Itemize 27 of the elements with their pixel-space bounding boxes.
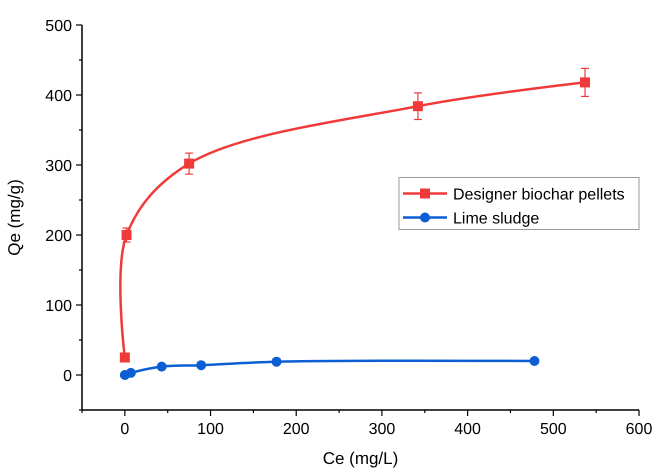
point <box>120 352 130 362</box>
x-tick-label: 100 <box>197 421 224 438</box>
point <box>580 77 590 88</box>
point <box>156 362 167 372</box>
point <box>126 368 136 378</box>
y-tick-label: 400 <box>45 88 72 105</box>
x-axis-title: Ce (mg/L) <box>322 449 398 468</box>
y-tick-label: 200 <box>45 228 72 245</box>
point <box>184 158 194 169</box>
x-tick-label: 600 <box>626 421 652 438</box>
point <box>122 230 132 240</box>
y-tick-label: 300 <box>45 158 72 175</box>
y-tick-label: 500 <box>45 18 72 35</box>
y-tick-label: 0 <box>63 368 72 385</box>
y-axis-title: Qe (mg/g) <box>5 179 24 256</box>
point <box>412 101 423 112</box>
point <box>529 356 540 366</box>
point <box>196 360 206 370</box>
legend-label: Designer biochar pellets <box>453 186 625 204</box>
x-tick-label: 200 <box>282 421 310 438</box>
legend-label: Lime sludge <box>453 210 540 228</box>
x-tick-label: 400 <box>454 421 482 438</box>
x-tick-label: 0 <box>120 421 130 438</box>
x-tick-label: 500 <box>540 421 567 438</box>
y-tick-label: 100 <box>45 298 72 315</box>
point <box>272 356 282 367</box>
x-tick-label: 300 <box>368 421 396 438</box>
